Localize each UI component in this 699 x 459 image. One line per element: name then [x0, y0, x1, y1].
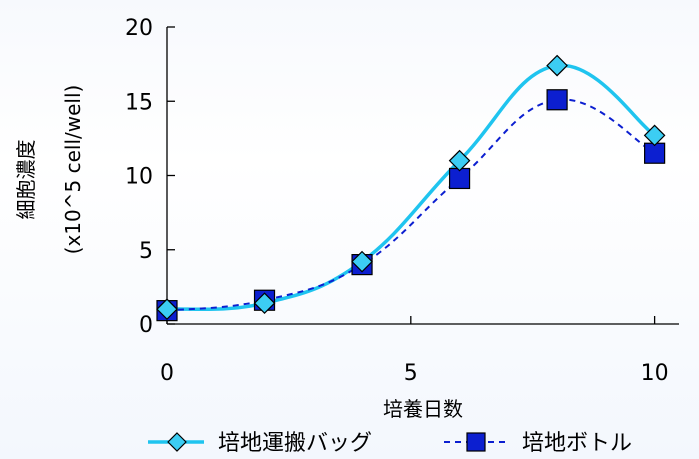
legend-item-bottle: 培地ボトル [444, 431, 632, 456]
data-point-diamond [546, 54, 568, 77]
data-point-diamond [156, 298, 178, 320]
x-axis-ticks: 0 5 10 [160, 316, 669, 386]
series-lines [166, 63, 656, 312]
legend-square-marker [466, 432, 486, 452]
y-tick-label: 0 [139, 313, 153, 338]
x-tick-label: 5 [404, 361, 418, 386]
x-tick-label: 0 [160, 361, 174, 386]
data-point-diamond [253, 292, 276, 315]
x-axis-title: 培養日数 [383, 397, 463, 421]
legend-item-bag: 培地運搬バッグ [148, 431, 372, 456]
y-tick-label: 5 [139, 239, 153, 264]
data-point-diamond [448, 149, 471, 172]
data-point-diamond [643, 124, 666, 147]
x-tick-label: 10 [641, 361, 669, 386]
data-point-square [546, 89, 568, 111]
chart-axes [166, 27, 679, 325]
y-tick-label: 20 [125, 16, 153, 41]
legend-label-bag: 培地運搬バッグ [218, 431, 372, 456]
y-axis-unit: (x10^5 cell/well) [61, 85, 85, 255]
legend-label-bottle: 培地ボトル [522, 431, 632, 456]
series-line-1 [166, 98, 656, 312]
series-markers [156, 54, 666, 322]
y-axis-ticks: 0 5 10 15 20 [125, 16, 175, 338]
data-point-diamond [351, 250, 373, 273]
y-tick-label: 10 [125, 165, 153, 190]
y-axis-title: 細胞濃度 [14, 140, 38, 220]
legend-diamond-marker [167, 432, 187, 452]
chart-legend: 培地運搬バッグ 培地ボトル [148, 431, 632, 456]
y-tick-label: 15 [125, 90, 153, 115]
